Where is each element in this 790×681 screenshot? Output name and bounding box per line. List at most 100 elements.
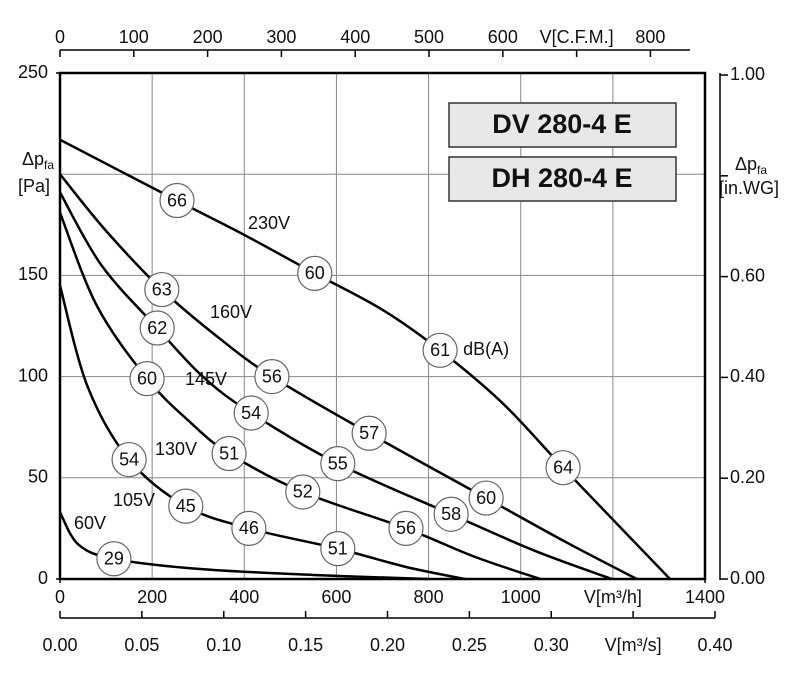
x2-tick-label: 0.20 (370, 635, 405, 655)
db-marker (233, 395, 269, 431)
db-label: 60 (305, 263, 325, 283)
db-label: 60 (476, 488, 496, 508)
db-label: 45 (176, 496, 196, 516)
db-label: 46 (239, 518, 259, 538)
db-label: 63 (152, 279, 172, 299)
db-label: 61 (430, 340, 450, 360)
x3-tick-label: 600 (488, 27, 518, 47)
db-marker (285, 474, 321, 510)
db-marker (211, 435, 247, 472)
y-tick-label: 150 (18, 264, 48, 284)
db-label: 52 (293, 482, 313, 502)
db-label: 56 (396, 518, 416, 538)
title-box (448, 102, 677, 148)
db-marker (254, 359, 290, 395)
x3-tick-label: 200 (193, 27, 223, 47)
y-tick-label: 0 (38, 568, 48, 588)
x-axis-label: V[m³/h] (584, 587, 642, 607)
db-marker (96, 541, 132, 577)
db-label: 51 (328, 538, 348, 558)
y2-axis-symbol: Δp (735, 154, 757, 174)
plot-frame (58, 71, 707, 581)
series-label: 105V (113, 490, 155, 510)
x2-tick-label: 0.05 (124, 635, 159, 655)
db-label: 64 (553, 457, 573, 477)
db-label: 54 (241, 403, 261, 423)
title-box (448, 156, 677, 202)
db-marker (129, 361, 165, 397)
chart-title: DH 280-4 E (491, 163, 632, 193)
x2-tick-label: 0.30 (534, 635, 569, 655)
db-label: 51 (219, 443, 239, 463)
y2-tick-label: 0.40 (730, 366, 765, 386)
x-tick-label: 1400 (685, 587, 725, 607)
db-marker (139, 310, 175, 346)
db-label: 56 (262, 366, 282, 386)
series-label: 160V (210, 302, 252, 322)
db-label: 54 (119, 449, 139, 469)
x-tick-label: 400 (229, 587, 259, 607)
fan-curve (58, 285, 466, 581)
db-marker (168, 488, 204, 524)
x2-tick-label: 0.00 (42, 635, 77, 655)
x-tick-label: 1000 (501, 587, 541, 607)
fan-curve (59, 138, 671, 580)
y2-tick-label: 0.60 (730, 265, 765, 285)
x-tick-label: 600 (321, 587, 351, 607)
y-axis-sub: fa (44, 158, 54, 172)
x3-tick-label: 0 (55, 27, 65, 47)
y2-tick-label: 1.00 (730, 64, 765, 84)
db-marker (320, 531, 356, 567)
db-marker (111, 441, 147, 478)
x-tick-label: 800 (414, 587, 444, 607)
db-marker (388, 510, 424, 547)
db-marker (297, 255, 333, 291)
x3-tick-label: 500 (414, 27, 444, 47)
series-label: 130V (155, 439, 197, 459)
db-marker (159, 182, 195, 219)
y2-axis-label: Δpfa (735, 154, 767, 177)
db-marker (468, 480, 504, 516)
x3-tick-label: 300 (266, 27, 296, 47)
db-marker (545, 450, 581, 486)
db-label: 62 (147, 318, 167, 338)
x3-tick-label: 800 (635, 27, 665, 47)
x2-tick-label: 0.40 (697, 635, 732, 655)
x-tick-label: 200 (137, 587, 167, 607)
y-axis-symbol: Δp (22, 149, 44, 169)
db-label: 29 (104, 549, 124, 569)
db-label: 58 (441, 504, 461, 524)
x2-tick-label: 0.10 (206, 635, 241, 655)
series-label: 145V (185, 369, 227, 389)
db-marker (433, 496, 469, 532)
y2-tick-label: 0.00 (730, 568, 765, 588)
db-marker (231, 510, 267, 547)
chart-title: DV 280-4 E (492, 109, 632, 139)
x2-axis-label: V[m³/s] (605, 635, 662, 655)
x2-tick-label: 0.15 (288, 635, 323, 655)
annotation: dB(A) (463, 339, 509, 359)
x3-tick-label: 400 (340, 27, 370, 47)
y-axis-label: Δpfa (22, 149, 54, 172)
db-label: 60 (137, 368, 157, 388)
y2-axis-sub: fa (757, 163, 767, 177)
db-label: 57 (359, 423, 379, 443)
x3-axis-label: V[C.F.M.] (540, 27, 614, 47)
x-tick-label: 0 (55, 587, 65, 607)
series-label: 60V (74, 513, 106, 533)
y-axis-unit: [Pa] (18, 176, 50, 196)
db-marker (351, 415, 387, 451)
y2-axis-unit: [in.WG] (719, 178, 779, 198)
db-marker (144, 271, 180, 308)
y2-tick-label: 0.20 (730, 467, 765, 487)
x3-tick-label: 100 (119, 27, 149, 47)
x2-tick-label: 0.25 (452, 635, 487, 655)
db-label: 66 (167, 190, 187, 210)
y-tick-label: 50 (28, 467, 48, 487)
db-marker (320, 446, 356, 482)
series-label: 230V (248, 213, 290, 233)
db-marker (422, 332, 458, 368)
db-label: 55 (328, 453, 348, 473)
